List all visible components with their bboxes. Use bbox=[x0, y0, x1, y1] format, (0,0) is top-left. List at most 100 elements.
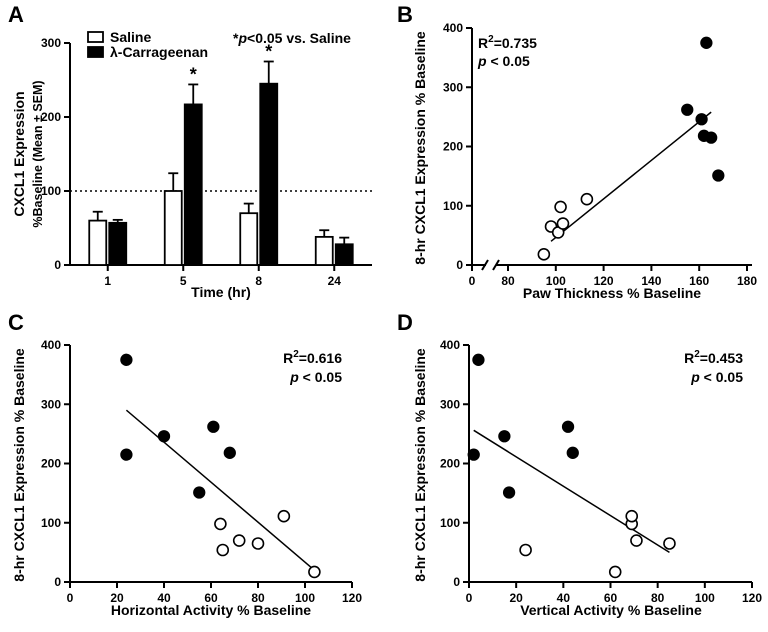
y-tick-label: 400 bbox=[41, 338, 61, 352]
y-tick-label: 100 bbox=[440, 516, 460, 530]
y-tick-label: 300 bbox=[443, 80, 463, 94]
ylabel-line-2: %Baseline (Mean ± SEM) bbox=[31, 80, 45, 227]
y-tick-label: 0 bbox=[54, 258, 61, 272]
r-squared-label: R2=0.453 bbox=[684, 349, 743, 366]
note-p: p bbox=[237, 30, 247, 46]
x-tick-label: 80 bbox=[501, 274, 515, 288]
panel-label: A bbox=[8, 2, 24, 27]
x-tick-label: 24 bbox=[328, 274, 342, 288]
superscript-2: 2 bbox=[694, 349, 700, 360]
significance-note: *p<0.05 vs. Saline bbox=[233, 30, 351, 46]
point-saline bbox=[556, 217, 570, 230]
bar-saline bbox=[239, 212, 259, 266]
point-carrageenan bbox=[681, 103, 694, 116]
point-carrageenan bbox=[566, 446, 579, 459]
significance-star: * bbox=[265, 42, 272, 62]
axis-break-mark-right bbox=[492, 259, 500, 271]
x-tick-label: 0 bbox=[466, 591, 473, 605]
p-symbol: p bbox=[690, 369, 700, 385]
x-tick-label: 100 bbox=[546, 274, 566, 288]
note-star: * bbox=[233, 30, 239, 46]
p-value: < 0.05 bbox=[303, 369, 343, 385]
point-saline bbox=[580, 192, 594, 206]
x-tick-label: 120 bbox=[594, 274, 614, 288]
superscript-2: 2 bbox=[293, 349, 299, 360]
point-carrageenan bbox=[700, 36, 713, 49]
x-tick-label: 0 bbox=[469, 274, 476, 288]
point-saline bbox=[537, 248, 551, 261]
y-tick-label: 200 bbox=[440, 457, 460, 471]
p-value: < 0.05 bbox=[490, 53, 530, 69]
ylabel: 8-hr CXCL1 Expression % Baseline bbox=[11, 348, 27, 582]
point-saline bbox=[277, 509, 291, 523]
xlabel: Vertical Activity % Baseline bbox=[520, 602, 702, 618]
regression-line bbox=[125, 409, 315, 571]
point-carrageenan bbox=[472, 353, 485, 366]
point-carrageenan bbox=[498, 430, 511, 443]
point-carrageenan bbox=[223, 446, 236, 459]
x-tick-label: 80 bbox=[251, 591, 265, 605]
x-tick-label: 20 bbox=[509, 591, 523, 605]
point-carrageenan bbox=[712, 169, 725, 182]
point-saline bbox=[232, 534, 246, 547]
x-tick-label: 0 bbox=[67, 591, 74, 605]
x-tick-label: 140 bbox=[641, 274, 661, 288]
y-tick-label: 300 bbox=[440, 397, 460, 411]
panel-label: D bbox=[397, 310, 413, 335]
point-carrageenan bbox=[695, 113, 708, 126]
point-carrageenan bbox=[157, 430, 171, 443]
legend-swatch-saline bbox=[87, 31, 104, 43]
point-carrageenan bbox=[120, 353, 133, 366]
y-tick-label: 400 bbox=[443, 21, 463, 35]
x-tick-label: 100 bbox=[695, 591, 715, 605]
y-tick-label: 0 bbox=[54, 575, 61, 589]
y-tick-label: 200 bbox=[41, 110, 61, 124]
bar-carrageenan bbox=[259, 82, 279, 266]
bar-saline bbox=[314, 235, 334, 266]
bar-carrageenan bbox=[334, 243, 354, 266]
bar-saline bbox=[88, 219, 108, 266]
significance-star: * bbox=[190, 64, 197, 84]
point-carrageenan bbox=[467, 448, 480, 461]
stats-annotation: R2=0.453 p < 0.05 bbox=[684, 349, 743, 385]
x-tick-label: 8 bbox=[255, 274, 262, 288]
point-carrageenan bbox=[120, 448, 133, 461]
p-value-label: p < 0.05 bbox=[690, 369, 743, 385]
bar-carrageenan bbox=[108, 221, 128, 266]
panel-d: D 0 100 200 300 400 0 20 40 60 80 100 120 8-hr CXC… bbox=[397, 310, 762, 618]
y-tick-label: 100 bbox=[443, 199, 463, 213]
superscript-2: 2 bbox=[488, 34, 494, 45]
y-tick-label: 200 bbox=[443, 140, 463, 154]
point-carrageenan bbox=[193, 486, 206, 499]
axis-break-mark-left bbox=[481, 259, 489, 271]
r-squared-value: =0.453 bbox=[700, 350, 743, 366]
legend-label-saline: Saline bbox=[110, 29, 151, 45]
point-saline bbox=[519, 543, 532, 557]
p-value-label: p < 0.05 bbox=[289, 369, 342, 385]
x-tick-label: 5 bbox=[180, 274, 187, 288]
panel-a: A 0 100 200 300 1 5 8 24 * * CXCL1 Expression %… bbox=[8, 2, 372, 300]
point-carrageenan bbox=[561, 420, 575, 433]
x-tick-label: 120 bbox=[742, 591, 762, 605]
panel-c: C 0 100 200 300 400 0 20 40 60 80 100 120 8-hr CXC… bbox=[8, 310, 362, 618]
y-tick-label: 300 bbox=[41, 397, 61, 411]
ylabel: CXCL1 Expression %Baseline (Mean ± SEM) bbox=[11, 80, 45, 227]
panel-label: B bbox=[397, 2, 413, 27]
stats-annotation: R2=0.735 p < 0.05 bbox=[477, 34, 537, 69]
point-saline bbox=[251, 537, 265, 550]
point-saline bbox=[216, 543, 230, 557]
ylabel: 8-hr CXCL1 Expression % Baseline bbox=[412, 31, 428, 265]
regression-line bbox=[550, 111, 712, 242]
point-saline bbox=[214, 517, 227, 531]
p-symbol: p bbox=[289, 369, 299, 385]
bar-carrageenan bbox=[183, 103, 203, 266]
stats-annotation: R2=0.616 p < 0.05 bbox=[283, 349, 342, 385]
point-saline bbox=[608, 565, 622, 579]
legend-swatch-carrageenan bbox=[87, 46, 104, 58]
regression-line bbox=[473, 429, 670, 554]
x-tick-label: 180 bbox=[737, 274, 757, 288]
x-tick-label: 40 bbox=[557, 591, 571, 605]
panel-b: B 0 100 200 300 400 0 80 100 120 140 160 180 8-hr … bbox=[397, 2, 757, 301]
ylabel-line-1: CXCL1 Expression bbox=[11, 91, 27, 216]
